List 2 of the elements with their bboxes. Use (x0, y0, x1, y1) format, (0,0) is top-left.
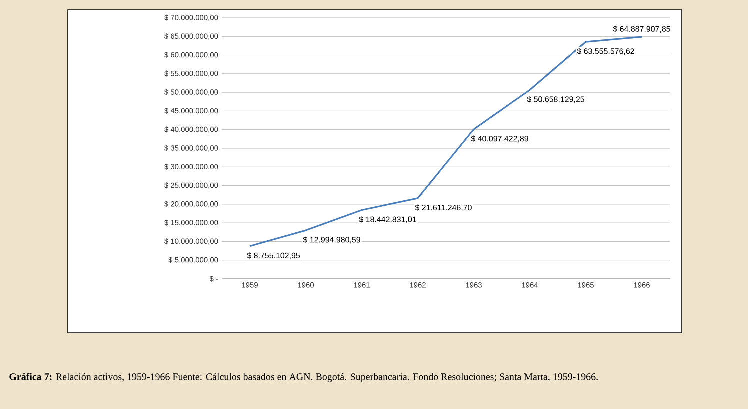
line-series (249, 36, 643, 248)
text: Gráfica 7: Relación activos, 1959-1966 Fuente: Cálculos basados en AGN. Bogotá. Superbancaria. Fondo Resoluciones; Santa Marta, 1959-1966. (10, 373, 598, 382)
